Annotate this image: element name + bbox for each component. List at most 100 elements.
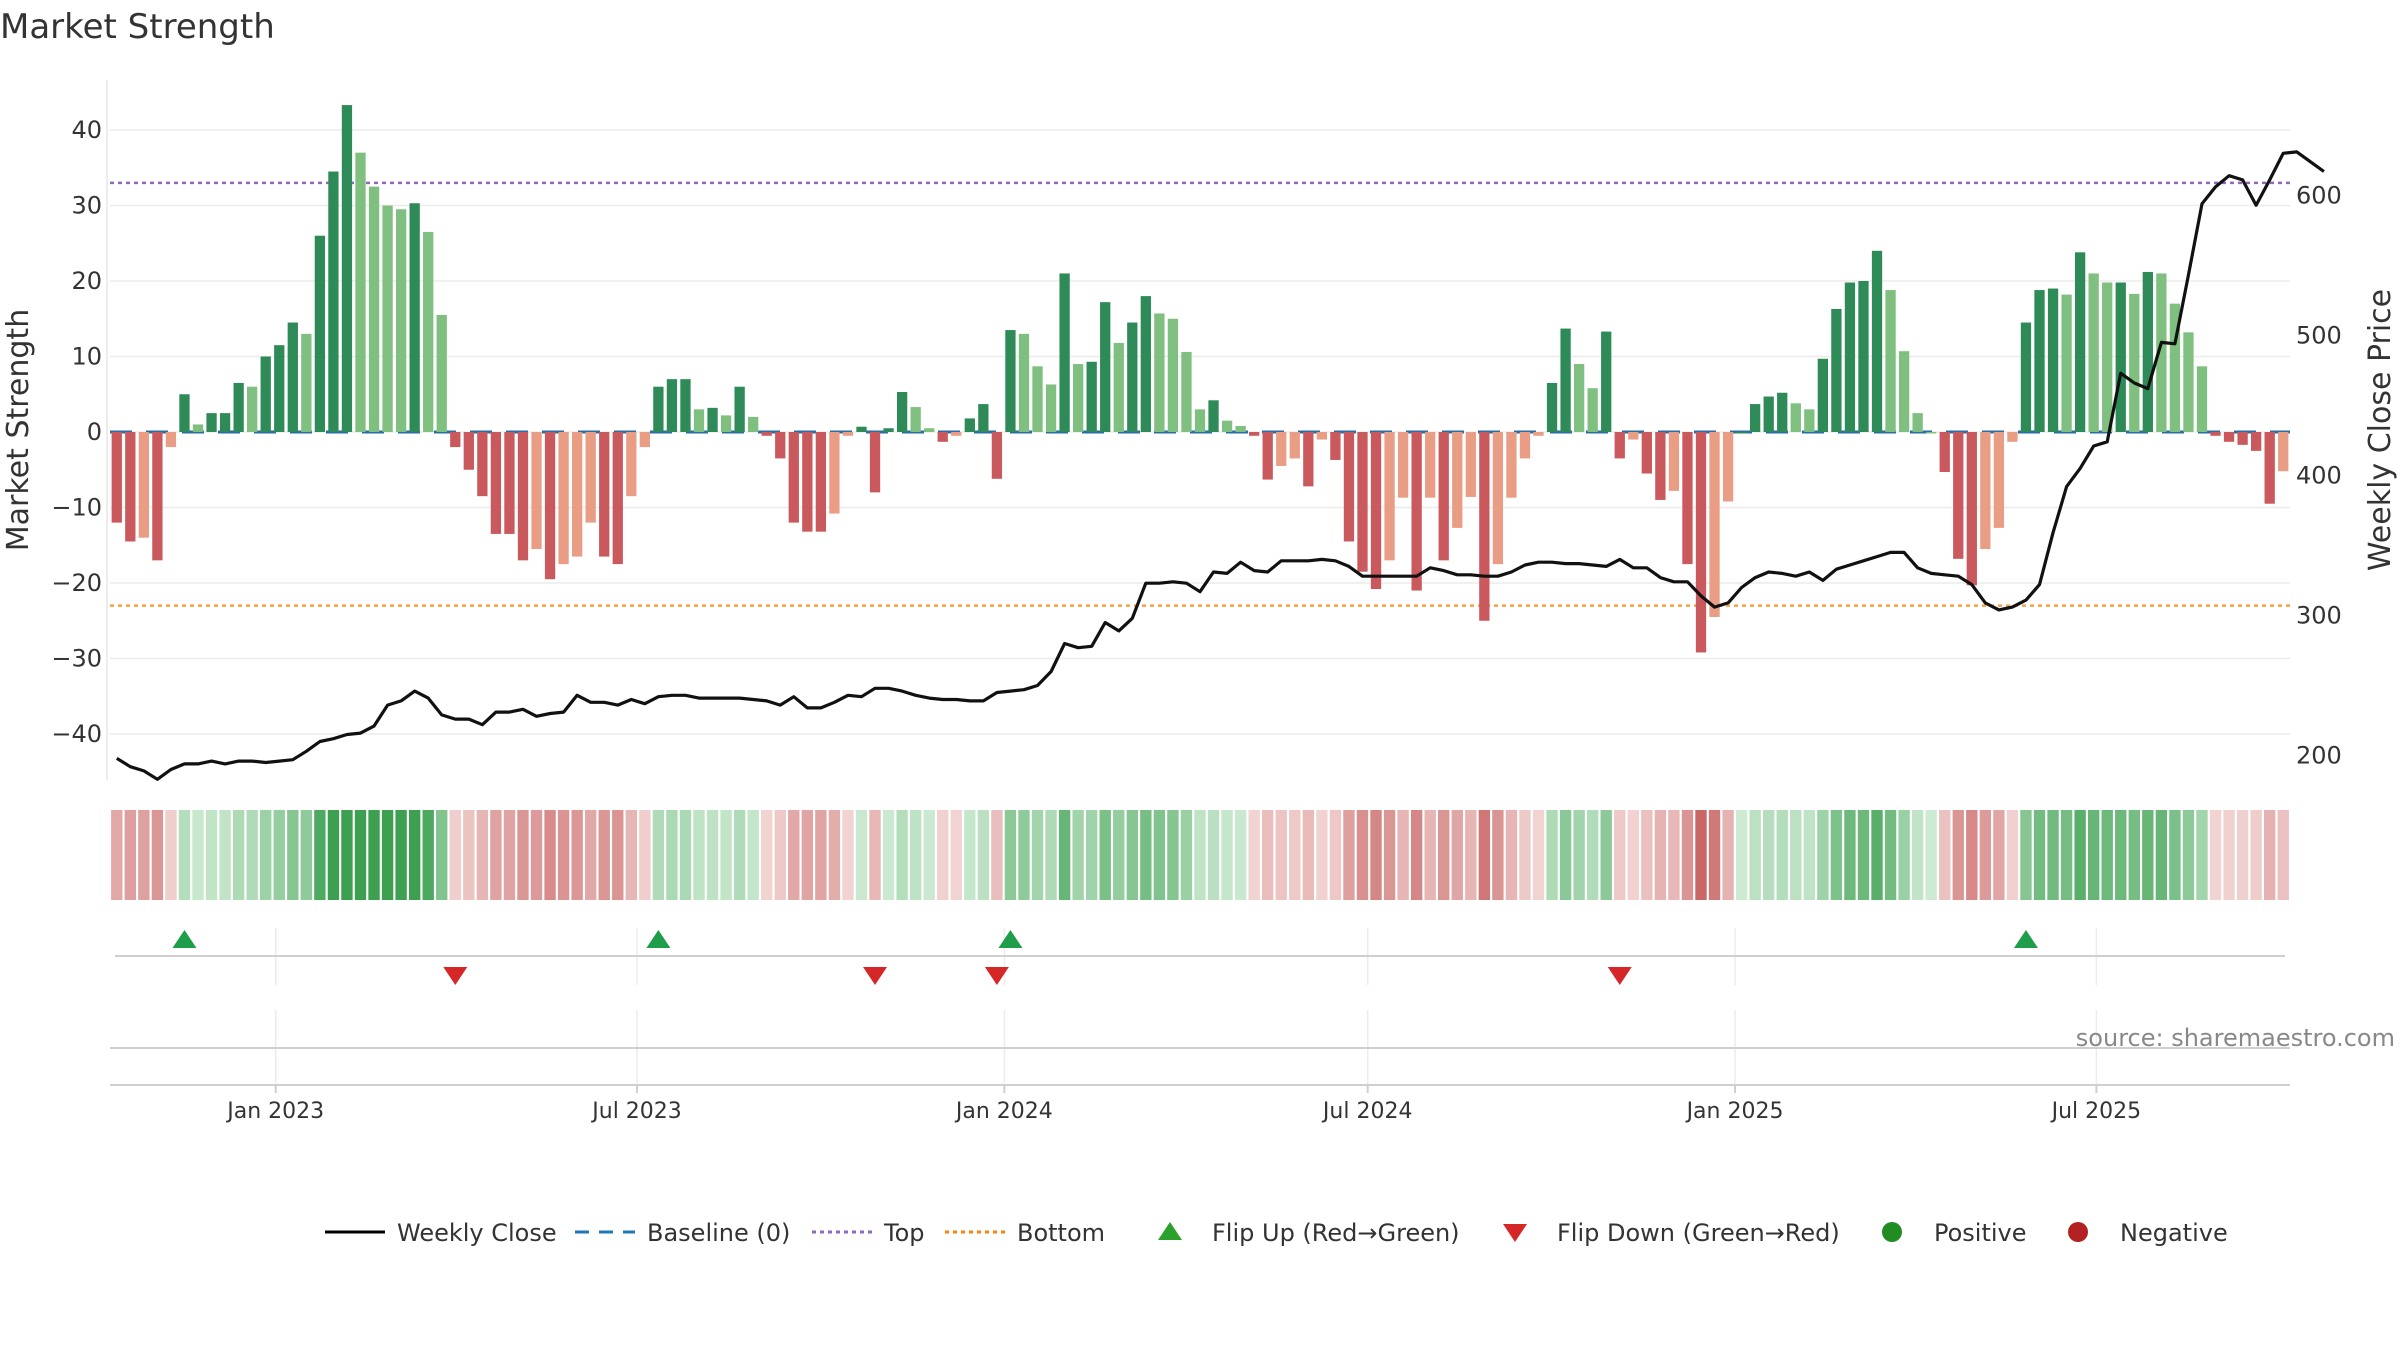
heat-cell [436,810,448,900]
legend: Weekly Close Baseline (0) Top Bottom Flip Up… [325,1219,2228,1247]
heat-cell [1654,810,1667,900]
heat-cell [1085,810,1098,900]
heat-cell [1803,810,1816,900]
heat-cell [964,810,976,900]
heat-cell [1058,810,1071,900]
strength-bar [1722,432,1734,502]
legend-label: Bottom [1017,1219,1105,1247]
strength-bar [788,432,799,523]
strength-bar [1059,273,1070,432]
strength-bar [355,152,366,432]
heat-cell [1600,810,1612,900]
flip-down-marker [863,967,888,985]
strength-bar [1614,432,1625,459]
flip-up-marker [998,930,1023,948]
strength-bar [1262,432,1273,480]
strength-bar [1235,425,1246,432]
strength-bar [1045,384,1057,432]
heat-cell [1776,810,1788,900]
y-tick-label: −10 [51,494,102,522]
strength-bar [734,386,745,432]
heat-cell [1722,810,1734,900]
strength-bar [1817,358,1829,432]
heat-cell [381,810,394,900]
strength-bar [2129,293,2140,432]
x-tick-label: Jul 2024 [1321,1099,1413,1124]
heat-cell [1316,810,1328,900]
heat-cell [1627,810,1639,900]
strength-bar [2061,294,2072,432]
flip-markers-panel [110,930,2290,1049]
heat-cell [1817,810,1829,900]
heat-cell [1004,810,1017,900]
legend-item: Weekly Close [325,1219,557,1247]
strength-bar [395,209,407,432]
heat-cell [1126,810,1138,900]
strength-bar [558,432,569,565]
heat-cell [1695,810,1707,900]
x-axis: Jan 2023 Jul 2023 Jan 2024 Jul 2024 Jan 2025… [110,1084,2290,1124]
flip-up-marker [172,930,197,948]
legend-label: Flip Up (Red→Green) [1212,1219,1460,1247]
heat-cell [1790,810,1802,900]
heat-cell [1221,810,1233,900]
y2-tick-label: 300 [2296,601,2342,629]
strength-bar [192,424,204,432]
strength-bar [951,432,962,436]
legend-label: Top [883,1219,925,1247]
heat-cell [774,810,786,900]
heat-cell [2209,810,2222,900]
heat-cell [1681,810,1694,900]
heat-cell [1641,810,1653,900]
heat-cell [2223,810,2235,900]
heat-cell [2250,810,2262,900]
heat-cell [1952,810,1964,900]
strength-bar [1005,330,1016,432]
strength-bar [802,432,813,532]
legend-label: Flip Down (Green→Red) [1557,1219,1840,1247]
strength-bar [1032,366,1043,432]
strength-bar [1546,382,1558,432]
strength-bar [1519,432,1531,459]
legend-item: Positive [1882,1219,2027,1247]
strength-bar [1601,331,1612,432]
strength-bar [991,432,1003,479]
strength-bar [1777,392,1788,432]
heat-cell [1492,810,1504,900]
y-tick-label: −40 [51,720,102,748]
strength-bar [165,432,177,448]
strength-bar [2210,432,2221,436]
strength-bar [869,432,881,493]
heat-cell [1871,810,1883,900]
heat-cell [2115,810,2127,900]
heat-cell [598,810,610,900]
x-tick-label: Jul 2025 [2050,1099,2142,1124]
strength-bar [1384,432,1395,561]
strength-bar [260,356,271,432]
heat-cell [2196,810,2208,900]
heat-cell [1343,810,1355,900]
strength-bar [206,413,217,432]
strength-bar [1194,409,1206,432]
strength-bar [1573,364,1585,432]
strength-bar [152,432,163,561]
heat-cell [679,810,692,900]
strength-bar [1452,432,1463,528]
heat-cell [287,810,299,900]
heat-cell [517,810,529,900]
heat-cell [449,810,461,900]
strength-bar [720,415,732,432]
heat-cell [1410,810,1423,900]
strength-bar [423,231,434,432]
heat-cell [1018,810,1030,900]
heat-cell [788,810,800,900]
heat-cell [1167,810,1179,900]
strength-bar [693,409,705,432]
heat-cell [2264,810,2276,900]
strength-bar [761,432,772,436]
strength-bar [1641,432,1652,474]
heat-cell [2277,810,2289,900]
strength-bar [490,432,502,534]
strength-bar [477,432,488,497]
legend-swatch [1882,1222,1902,1242]
